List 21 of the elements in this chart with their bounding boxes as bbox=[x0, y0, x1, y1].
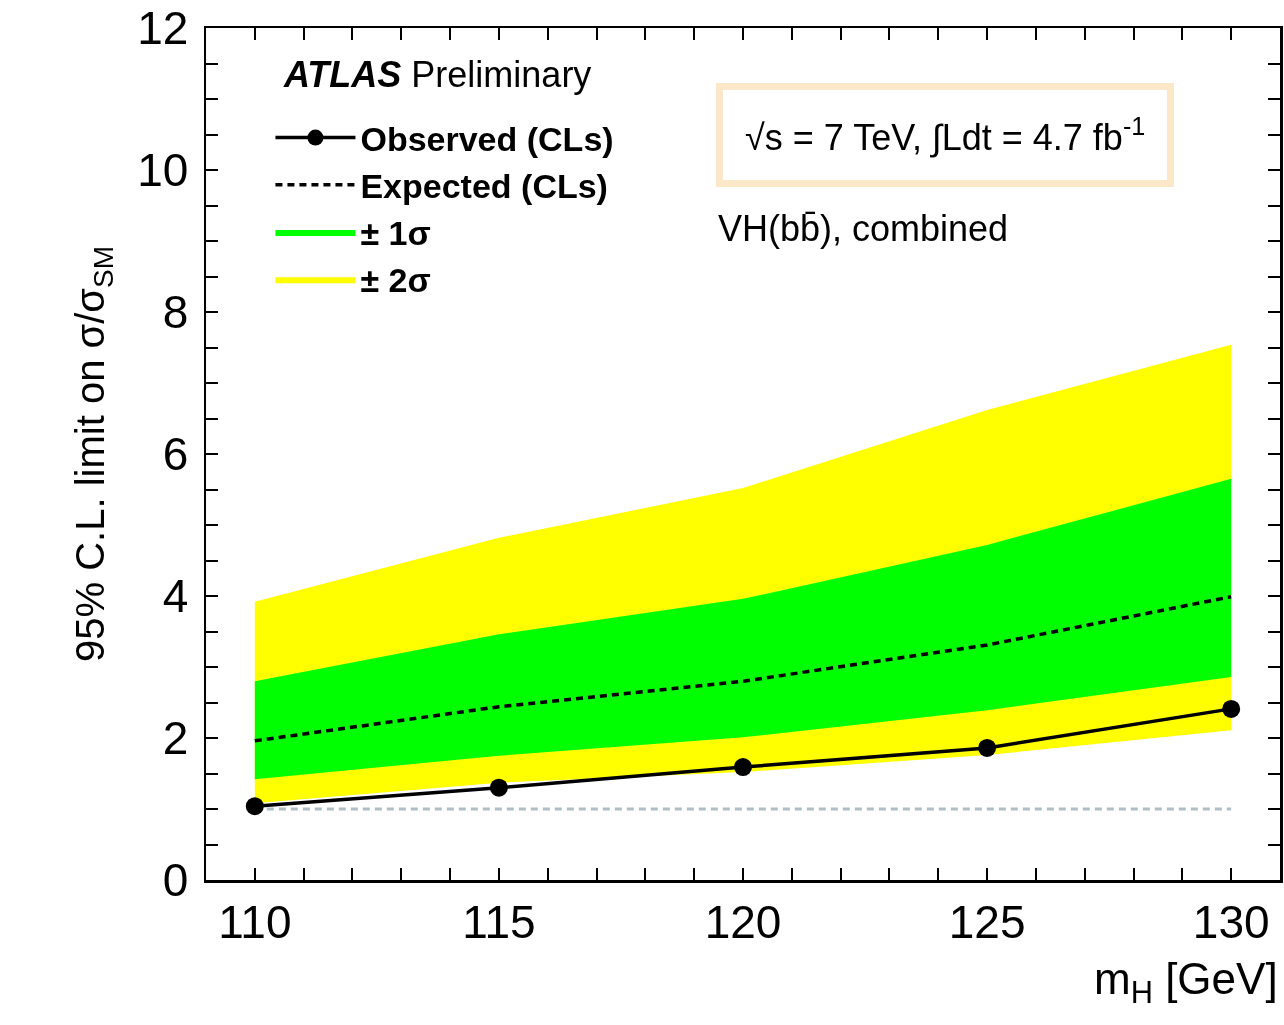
y-tick-label: 4 bbox=[162, 570, 189, 623]
legend-label: Observed (CLs) bbox=[360, 119, 614, 158]
annotation: VH(bb̄), combined bbox=[718, 208, 1009, 249]
y-tick-label: 10 bbox=[137, 144, 189, 197]
x-tick-label: 120 bbox=[704, 895, 782, 948]
y-tick-label: 12 bbox=[137, 2, 189, 55]
y-tick-label: 8 bbox=[162, 286, 189, 339]
line-series bbox=[253, 594, 1233, 743]
x-tick-label: 130 bbox=[1192, 895, 1270, 948]
y-tick-label: 6 bbox=[162, 428, 189, 481]
y-tick-label: 0 bbox=[162, 854, 189, 907]
legend-label: Expected (CLs) bbox=[360, 167, 608, 205]
legend-label: ± 2σ bbox=[360, 261, 431, 300]
y-tick-label: 2 bbox=[162, 712, 189, 765]
x-tick-label: 115 bbox=[462, 895, 536, 948]
x-tick-label: 125 bbox=[948, 895, 1026, 948]
legend-label: ± 1σ bbox=[360, 214, 431, 253]
annotation: ATLAS Preliminary bbox=[283, 54, 592, 95]
x-tick-label: 110 bbox=[218, 895, 292, 948]
x-axis-title: m$_{H}$ [GeV] bbox=[1094, 954, 1278, 1011]
annotation: √s = 7 TeV, ∫Ldt = 4.7 fb$^{-1}$ bbox=[745, 112, 1146, 159]
